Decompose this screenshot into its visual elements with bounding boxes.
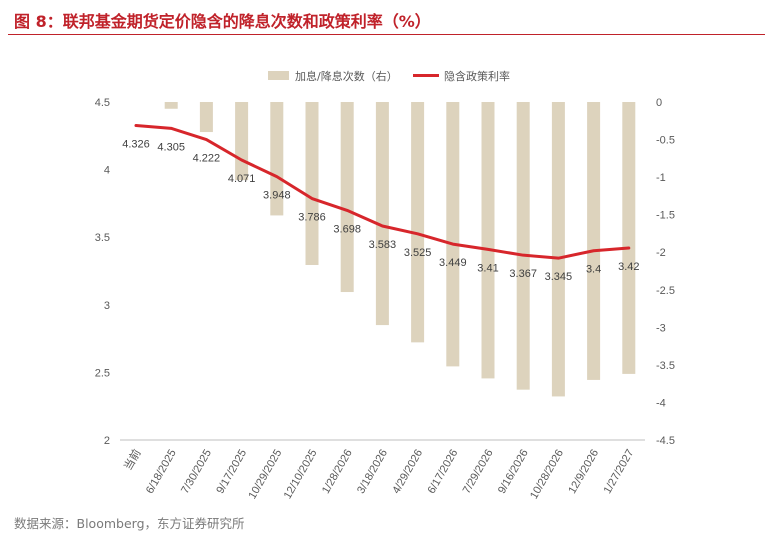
legend: 加息/降息次数（右） 隐含政策利率 <box>268 69 510 83</box>
x-axis: 当前 6/18/2025 7/30/2025 9/17/202510/29/20251… <box>120 447 636 502</box>
data-label: 3.525 <box>404 247 432 259</box>
bar <box>551 102 565 397</box>
legend-line-label: 隐含政策利率 <box>444 69 510 83</box>
left-tick-label: 3 <box>104 300 110 312</box>
bar <box>235 102 249 181</box>
data-labels: 4.326 4.305 4.222 4.071 3.948 3.786 3.698 3.583… <box>122 139 639 284</box>
x-tick-label: 当前 <box>120 447 143 473</box>
bar <box>587 102 601 380</box>
left-axis: 2 2.5 3 3.5 4 4.5 <box>95 97 110 447</box>
data-label: 3.367 <box>509 268 537 280</box>
bar <box>164 102 178 109</box>
chart-title: 图 8：联邦基金期货定价隐含的降息次数和政策利率（%） <box>14 12 431 31</box>
x-tick-label: 9/16/2026 <box>496 448 531 496</box>
data-label: 3.948 <box>263 190 291 202</box>
right-tick-label: -3 <box>656 322 666 334</box>
x-tick-label: 7/29/2026 <box>461 448 496 496</box>
data-label: 3.41 <box>477 262 498 274</box>
left-tick-label: 2 <box>104 435 110 447</box>
right-tick-label: -0.5 <box>656 135 675 147</box>
data-label: 4.071 <box>228 173 256 185</box>
bar-series <box>164 102 636 397</box>
x-tick-label: 3/18/2026 <box>355 448 390 496</box>
x-tick-label: 6/17/2026 <box>426 448 461 496</box>
left-tick-label: 4 <box>104 165 110 177</box>
bar <box>375 102 389 326</box>
right-tick-label: 0 <box>656 97 662 109</box>
x-tick-label: 4/29/2026 <box>390 448 425 496</box>
x-tick-label: 12/10/2025 <box>282 448 320 502</box>
bar <box>481 102 495 379</box>
right-tick-label: -4 <box>656 397 666 409</box>
data-label: 3.786 <box>298 212 326 224</box>
legend-bar-label: 加息/降息次数（右） <box>295 69 398 83</box>
right-axis: -4.5 -4 -3.5 -3 -2.5 -2 -1.5 -1 -0.5 0 <box>656 97 675 447</box>
right-tick-label: -2 <box>656 247 666 259</box>
legend-bar-swatch <box>268 71 289 80</box>
bar <box>270 102 284 216</box>
left-tick-label: 4.5 <box>95 97 110 109</box>
bar <box>199 102 213 133</box>
source-note: 数据来源：Bloomberg，东方证券研究所 <box>14 516 245 531</box>
x-tick-label: 6/18/2025 <box>144 448 179 496</box>
title-divider <box>8 34 765 35</box>
left-tick-label: 2.5 <box>95 367 110 379</box>
data-label: 3.345 <box>545 271 573 283</box>
x-tick-label: 10/28/2026 <box>528 448 566 502</box>
bar <box>622 102 636 374</box>
data-label: 3.42 <box>618 261 639 273</box>
x-tick-label: 9/17/2025 <box>214 448 249 496</box>
right-tick-label: -3.5 <box>656 360 675 372</box>
x-tick-label: 1/28/2026 <box>320 448 355 496</box>
line-series <box>134 124 631 260</box>
policy-rate-line <box>134 124 631 260</box>
x-tick-label: 7/30/2025 <box>179 448 214 496</box>
x-tick-label: 12/9/2026 <box>566 448 601 496</box>
data-label: 4.222 <box>193 153 221 165</box>
bar <box>340 102 354 293</box>
bar <box>516 102 530 390</box>
right-tick-label: -1.5 <box>656 210 675 222</box>
data-label: 4.305 <box>157 141 185 153</box>
right-tick-label: -4.5 <box>656 435 675 447</box>
x-tick-label: 1/27/2027 <box>602 448 637 496</box>
x-tick-label: 10/29/2025 <box>246 448 284 502</box>
right-tick-label: -2.5 <box>656 285 675 297</box>
bar <box>446 102 460 367</box>
data-label: 3.449 <box>439 257 467 269</box>
bar <box>305 102 319 265</box>
bar <box>411 102 425 343</box>
right-tick-label: -1 <box>656 172 666 184</box>
data-label: 3.698 <box>333 223 361 235</box>
left-tick-label: 3.5 <box>95 232 110 244</box>
data-label: 4.326 <box>122 139 150 151</box>
data-label: 3.4 <box>586 264 601 276</box>
data-label: 3.583 <box>369 239 397 251</box>
